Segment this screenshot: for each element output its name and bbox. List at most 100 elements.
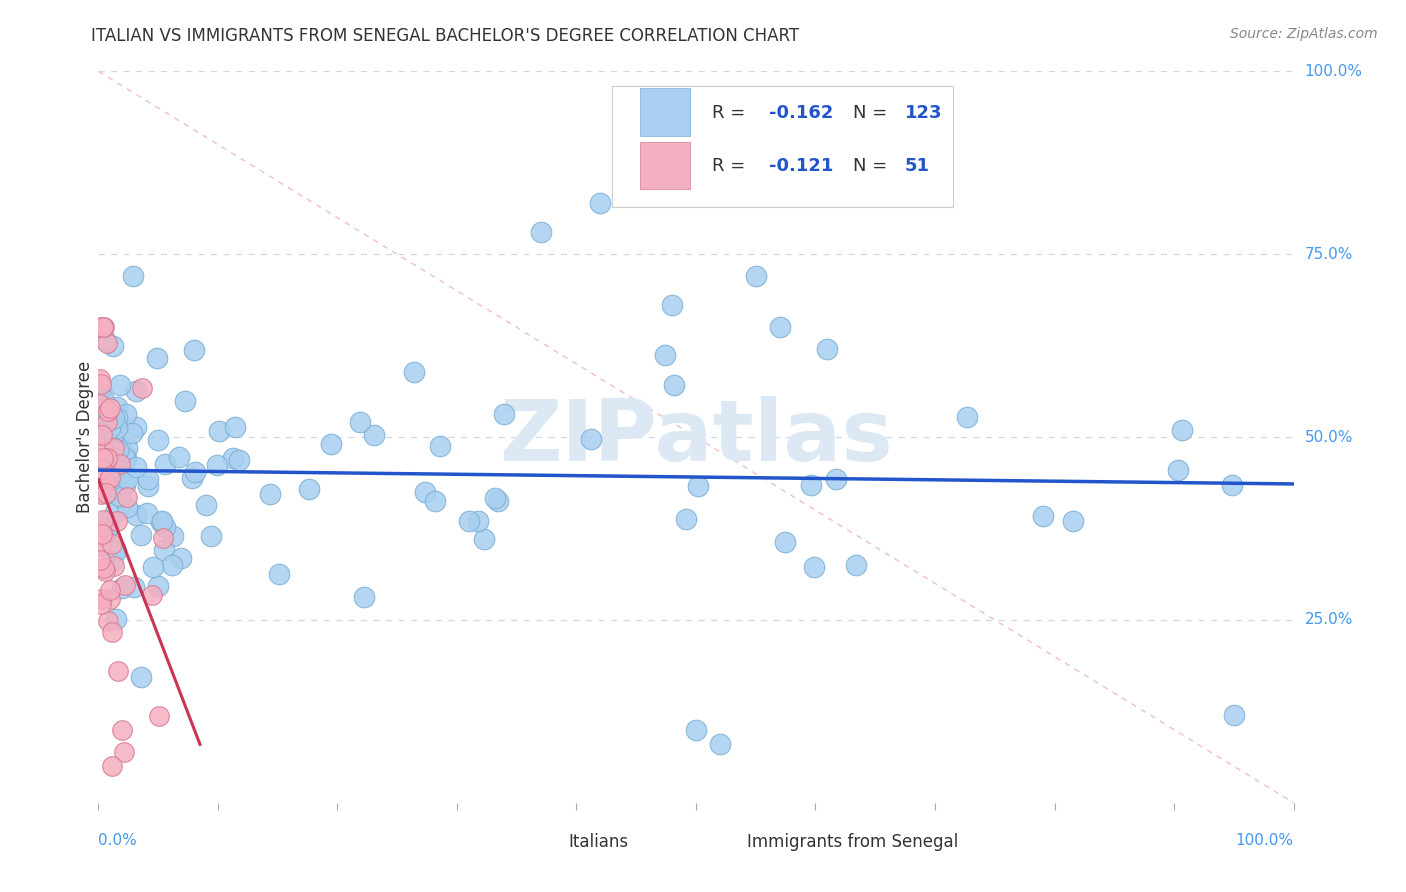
Point bbox=[111, 723, 134, 737]
Point bbox=[107, 442, 129, 457]
Point bbox=[89, 382, 111, 396]
Point bbox=[458, 514, 481, 528]
FancyBboxPatch shape bbox=[640, 142, 690, 189]
Point bbox=[103, 413, 125, 427]
Text: 100.0%: 100.0% bbox=[1305, 64, 1362, 78]
Point bbox=[89, 320, 111, 334]
Point bbox=[105, 411, 128, 425]
Text: 100.0%: 100.0% bbox=[1236, 833, 1294, 848]
Point bbox=[94, 516, 117, 530]
Point bbox=[136, 507, 159, 521]
Text: -0.162: -0.162 bbox=[769, 103, 834, 121]
FancyBboxPatch shape bbox=[640, 88, 690, 136]
Point bbox=[141, 588, 163, 602]
Point bbox=[174, 394, 197, 409]
Point bbox=[101, 759, 124, 773]
Point bbox=[124, 420, 146, 434]
Point bbox=[654, 348, 676, 362]
Point bbox=[267, 567, 290, 582]
Point bbox=[93, 458, 115, 473]
Point bbox=[125, 460, 148, 475]
Point bbox=[122, 269, 145, 284]
Point bbox=[800, 477, 823, 491]
Point bbox=[107, 665, 129, 679]
Point bbox=[93, 320, 115, 334]
Point bbox=[768, 320, 790, 334]
FancyBboxPatch shape bbox=[523, 833, 558, 852]
Point bbox=[207, 424, 229, 438]
Point bbox=[685, 723, 707, 737]
Point bbox=[1167, 463, 1189, 477]
Text: ITALIAN VS IMMIGRANTS FROM SENEGAL BACHELOR'S DEGREE CORRELATION CHART: ITALIAN VS IMMIGRANTS FROM SENEGAL BACHE… bbox=[91, 27, 800, 45]
Point bbox=[89, 552, 111, 566]
Point bbox=[228, 453, 250, 467]
Point bbox=[104, 542, 127, 557]
Point bbox=[96, 336, 118, 351]
Point bbox=[415, 485, 437, 500]
Point bbox=[709, 737, 731, 751]
Point bbox=[93, 451, 115, 466]
Point bbox=[98, 401, 121, 415]
Point bbox=[152, 531, 174, 545]
Point bbox=[149, 515, 172, 529]
FancyBboxPatch shape bbox=[613, 86, 953, 207]
Point bbox=[402, 365, 425, 379]
Point bbox=[94, 333, 117, 347]
Point bbox=[162, 529, 184, 543]
Point bbox=[103, 453, 125, 467]
Point bbox=[121, 425, 143, 440]
Point bbox=[125, 508, 148, 522]
Point bbox=[1171, 423, 1194, 437]
Point bbox=[90, 401, 112, 415]
Text: 25.0%: 25.0% bbox=[1305, 613, 1353, 627]
Point bbox=[89, 397, 111, 411]
Y-axis label: Bachelor's Degree: Bachelor's Degree bbox=[76, 361, 94, 513]
Point bbox=[96, 486, 118, 500]
Point bbox=[110, 377, 132, 392]
Text: 75.0%: 75.0% bbox=[1305, 247, 1353, 261]
Point bbox=[136, 479, 159, 493]
Text: 50.0%: 50.0% bbox=[1305, 430, 1353, 444]
Point bbox=[207, 458, 229, 472]
Point bbox=[115, 452, 138, 467]
Point bbox=[98, 582, 121, 597]
Point bbox=[129, 528, 152, 542]
Point bbox=[183, 343, 205, 357]
Point bbox=[1062, 514, 1084, 528]
Text: R =: R = bbox=[711, 157, 751, 175]
Point bbox=[117, 472, 139, 486]
Point bbox=[105, 543, 128, 558]
Point bbox=[105, 514, 128, 528]
Point bbox=[91, 320, 114, 334]
Point bbox=[115, 490, 138, 504]
Point bbox=[1220, 478, 1243, 492]
Point bbox=[89, 462, 111, 476]
Point bbox=[98, 471, 121, 485]
Point bbox=[91, 513, 114, 527]
Text: N =: N = bbox=[852, 157, 887, 175]
Point bbox=[89, 377, 111, 392]
Point bbox=[114, 577, 136, 591]
Point bbox=[114, 407, 136, 421]
Point bbox=[115, 441, 138, 455]
Point bbox=[152, 514, 174, 528]
Point bbox=[153, 520, 176, 534]
Point bbox=[423, 493, 446, 508]
Point bbox=[224, 419, 246, 434]
Point bbox=[90, 536, 112, 550]
Point bbox=[153, 543, 176, 558]
Point bbox=[530, 225, 553, 239]
Point bbox=[824, 472, 846, 486]
Point bbox=[136, 472, 159, 486]
Point bbox=[131, 381, 153, 395]
Point bbox=[98, 421, 121, 435]
Text: 0.0%: 0.0% bbox=[98, 833, 138, 848]
Point bbox=[103, 558, 125, 573]
Point bbox=[103, 411, 125, 425]
Text: N =: N = bbox=[852, 103, 887, 121]
Text: Immigrants from Senegal: Immigrants from Senegal bbox=[748, 833, 959, 851]
Point bbox=[93, 444, 115, 458]
Point bbox=[353, 590, 375, 604]
Point bbox=[90, 591, 112, 606]
Point bbox=[93, 561, 115, 575]
